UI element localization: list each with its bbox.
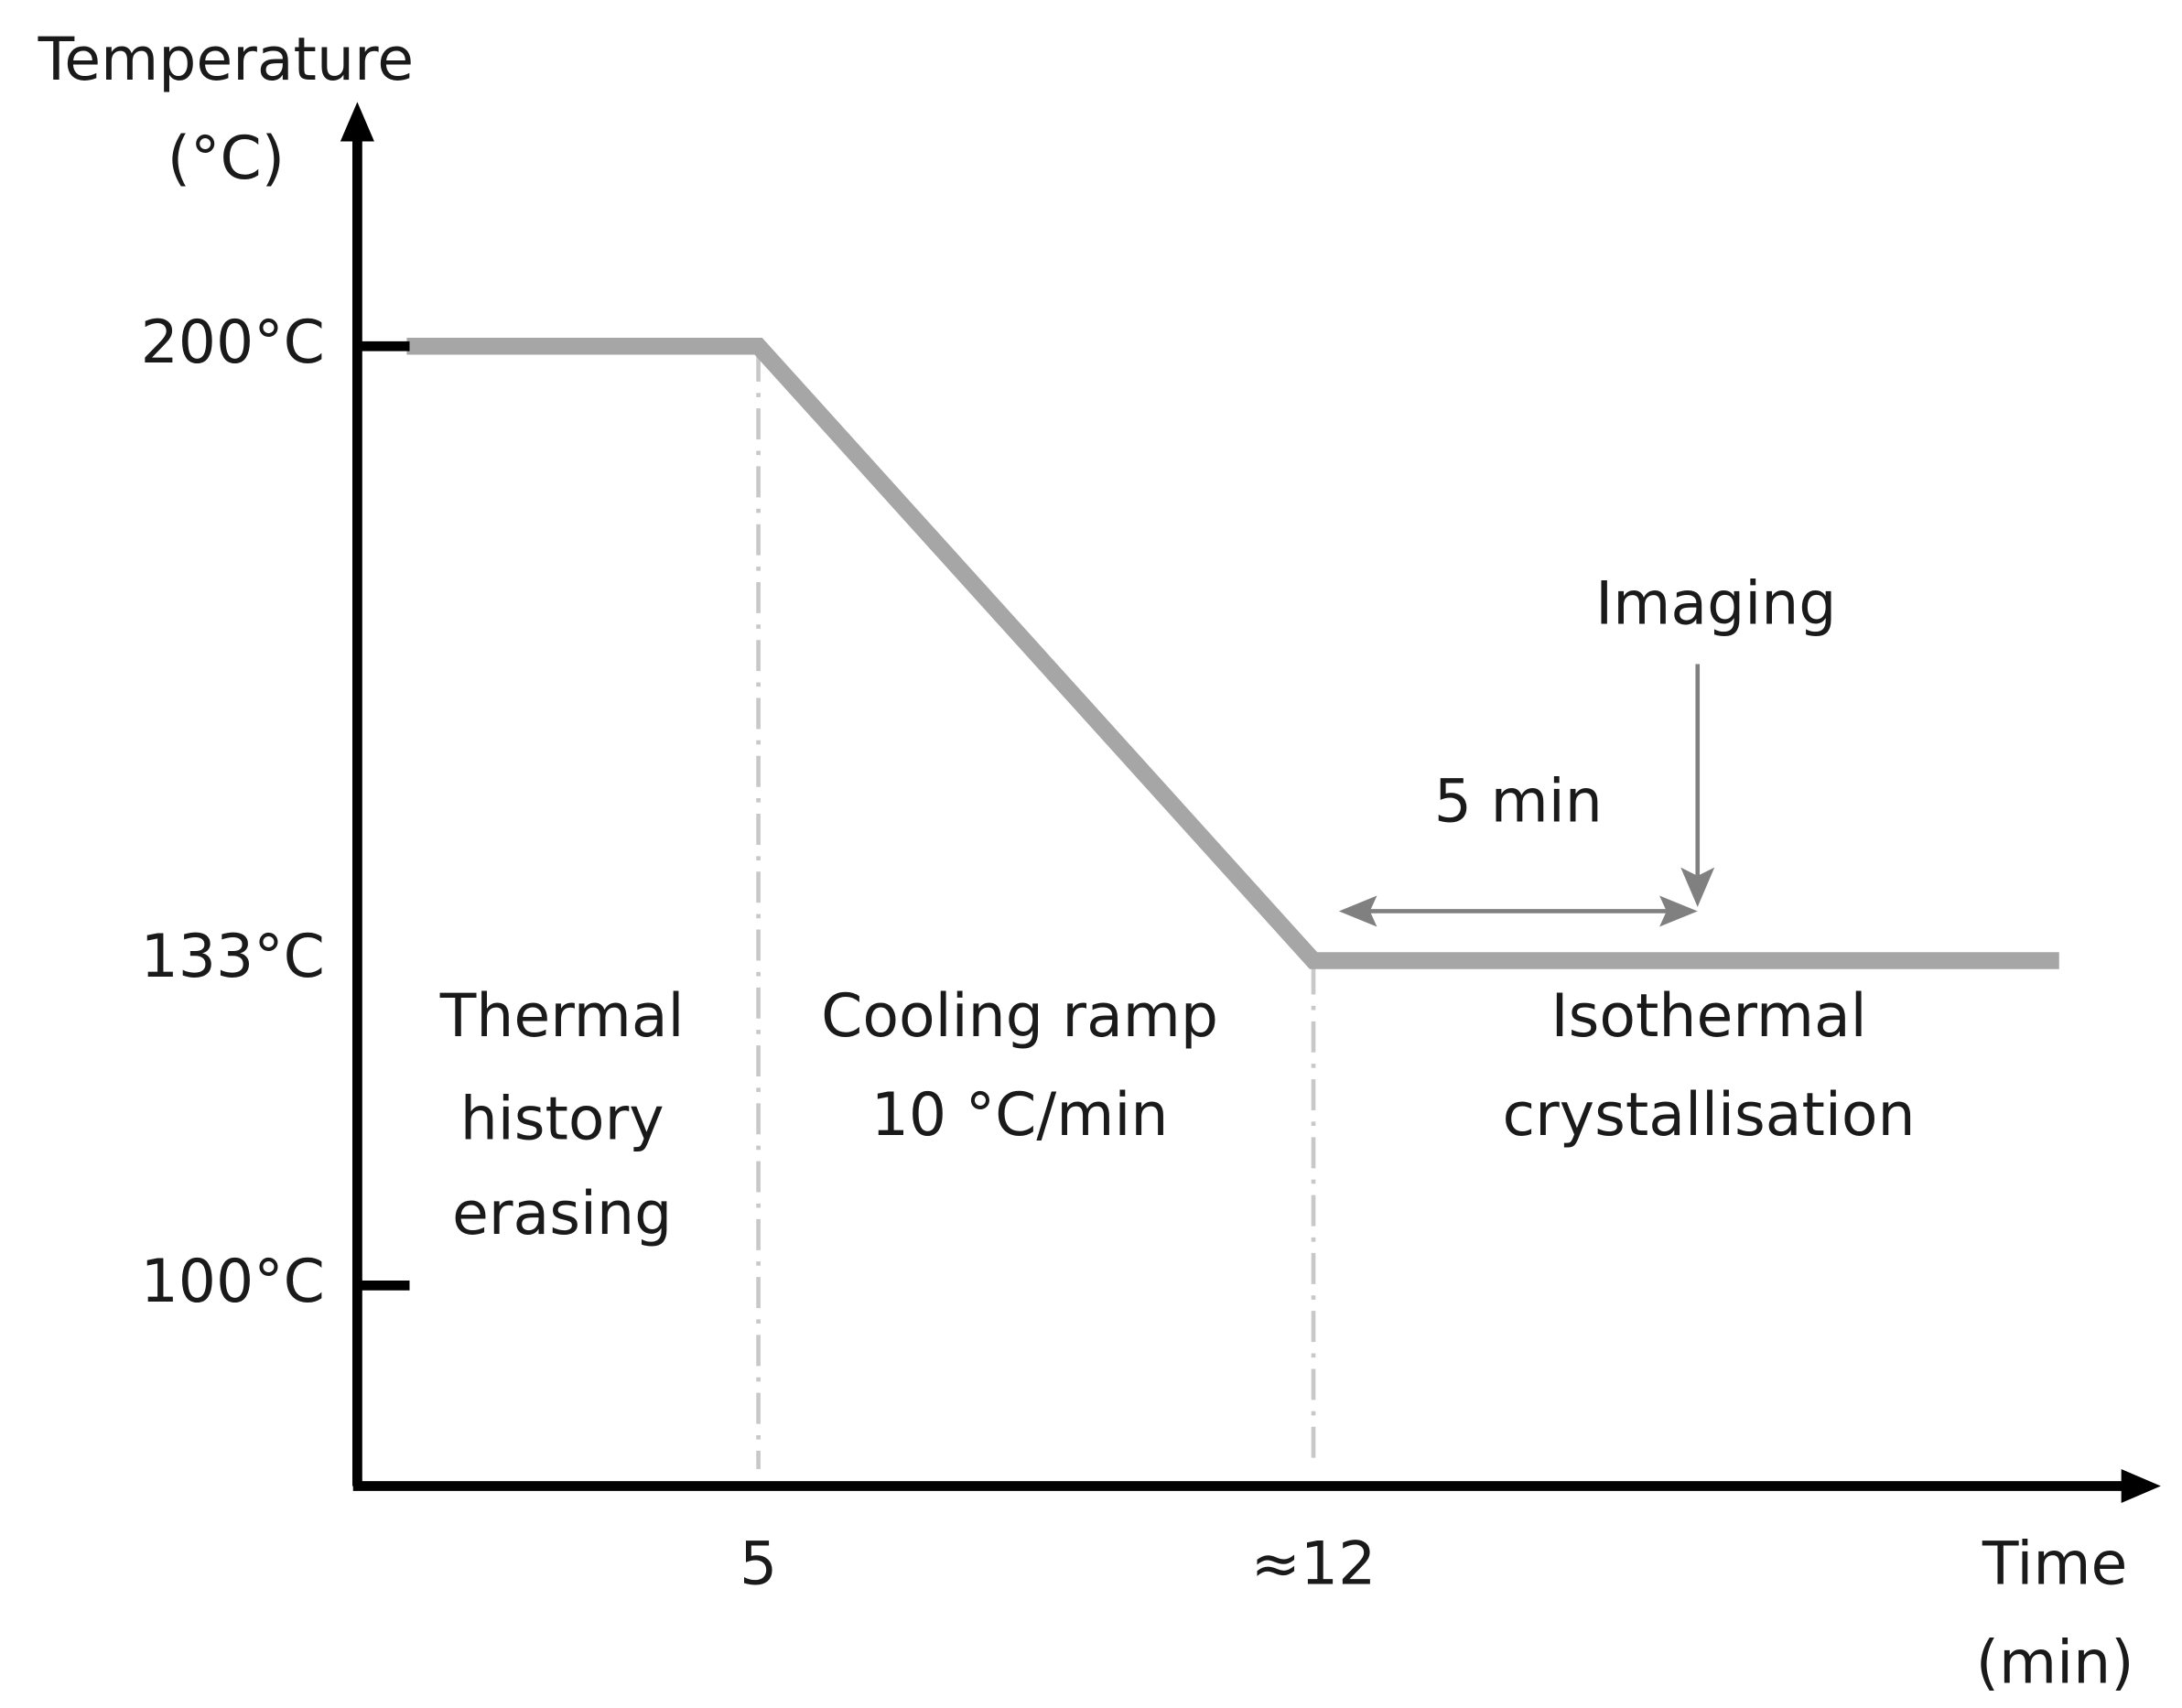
y-tick-label: 100°C [141,1248,325,1316]
phase-label: history [460,1086,664,1154]
phase-label: Thermal [439,982,685,1051]
phase-label: Isothermal [1550,982,1866,1051]
phase-label: erasing [452,1180,672,1249]
x-tick-label: 5 [740,1530,777,1599]
y-axis-title: (°C) [167,124,285,193]
phase-label: Cooling ramp [821,982,1218,1051]
temperature-profile [406,338,2059,969]
y-axis-arrow [340,102,374,142]
y-axis-title: Temperature [38,26,414,94]
duration-label: 5 min [1434,767,1603,836]
arrowhead [1338,895,1377,927]
phase-label: crystallisation [1503,1081,1916,1150]
arrowhead [1659,895,1698,927]
x-tick-label: ≈12 [1251,1530,1377,1599]
imaging-label: Imaging [1595,569,1836,638]
y-tick-label: 133°C [141,923,325,991]
arrowhead [1680,867,1715,907]
x-axis-arrow [2121,1468,2161,1504]
y-tick-label: 200°C [141,308,325,377]
x-axis-title: (min) [1976,1629,2134,1698]
x-axis-title: Time [1982,1530,2128,1599]
phase-label: 10 °C/min [871,1081,1169,1150]
